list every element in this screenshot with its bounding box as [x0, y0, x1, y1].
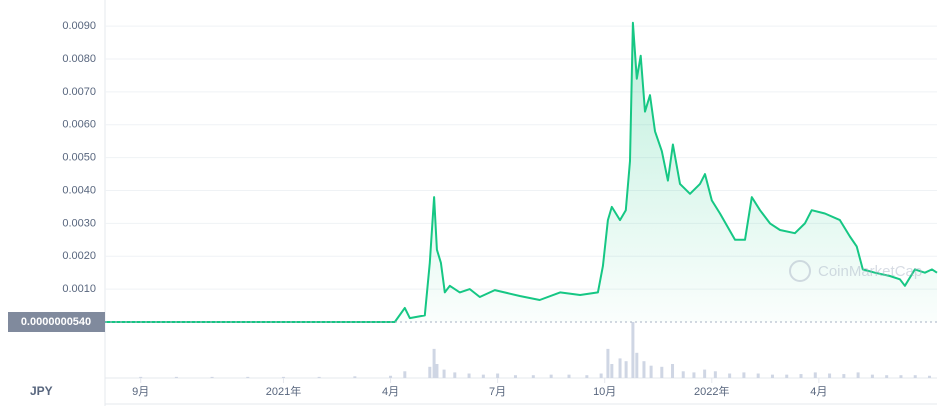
watermark: CoinMarketCap: [789, 260, 922, 282]
volume-bar: [353, 376, 357, 378]
volume-bar: [246, 376, 250, 378]
volume-bar: [139, 376, 143, 378]
volume-bar: [281, 376, 285, 378]
y-tick-label: 0.0020: [62, 250, 96, 262]
volume-bar: [635, 352, 639, 378]
y-tick-label: 0.0060: [62, 119, 96, 131]
volume-bar: [432, 348, 436, 378]
volume-bar: [649, 365, 653, 378]
y-tick-label: 0.0090: [62, 20, 96, 32]
volume-bar: [513, 375, 517, 378]
current-price-box: [8, 311, 105, 332]
volume-bar: [481, 374, 485, 378]
volume-bar: [742, 372, 746, 378]
volume-bar: [453, 372, 457, 378]
volume-bar: [660, 366, 664, 378]
current-price-label: 0.0000000540: [21, 316, 91, 328]
watermark-text: CoinMarketCap: [818, 263, 922, 280]
volume-bar: [728, 373, 732, 378]
x-tick-label: 10月: [593, 386, 616, 398]
price-area: [105, 22, 937, 323]
volume-bar: [389, 375, 393, 378]
volume-bar: [428, 366, 432, 378]
volume-bar: [496, 373, 500, 378]
x-tick-label: 7月: [489, 386, 506, 398]
volume-bar: [624, 361, 628, 378]
y-tick-label: 0.0010: [62, 283, 96, 295]
volume-bar: [435, 364, 439, 378]
volume-bar: [599, 373, 603, 378]
volume-bar: [770, 374, 774, 378]
volume-bar: [317, 376, 321, 378]
volume-bar: [618, 358, 622, 378]
volume-bar: [467, 373, 471, 378]
volume-bar: [692, 372, 696, 378]
volume-bar: [913, 375, 917, 378]
volume-bar: [899, 375, 903, 378]
volume-bar: [799, 374, 803, 378]
volume-bar: [585, 375, 589, 378]
volume-bar: [885, 375, 889, 378]
volume-bar: [928, 375, 932, 378]
y-tick-label: 0.0040: [62, 184, 96, 196]
volume-bar: [442, 369, 446, 378]
volume-bar: [610, 364, 614, 378]
volume-bar: [842, 374, 846, 378]
x-tick-label: 4月: [382, 386, 399, 398]
volume-bar: [671, 364, 675, 378]
volume-bar: [785, 374, 789, 378]
volume-bar: [642, 361, 646, 378]
volume-bar: [210, 376, 214, 378]
volume-bar: [856, 372, 860, 378]
volume-bar: [606, 348, 610, 378]
currency-label: JPY: [30, 384, 53, 398]
y-tick-label: 0.0080: [62, 53, 96, 65]
volume-bar: [813, 372, 817, 378]
x-tick-label: 9月: [132, 386, 149, 398]
volume-bar: [567, 374, 571, 378]
volume-bar: [174, 376, 178, 378]
x-tick-label: 2022年: [694, 384, 729, 398]
volume-bar: [828, 373, 832, 378]
volume-bar: [870, 374, 874, 378]
volume-bar: [681, 371, 685, 378]
x-tick-label: 2021年: [266, 384, 301, 398]
volume-bar: [756, 373, 760, 378]
volume-bar: [403, 371, 407, 378]
y-tick-label: 0.0070: [62, 86, 96, 98]
volume-bar: [531, 375, 535, 378]
volume-bar: [713, 371, 717, 378]
volume-bar: [631, 322, 635, 378]
x-tick-label: 4月: [810, 386, 827, 398]
price-line: [105, 21, 938, 323]
volume-bar: [703, 369, 707, 378]
y-tick-label: 0.0030: [62, 217, 96, 229]
y-tick-label: 0.0050: [62, 152, 96, 164]
volume-bar: [549, 374, 553, 378]
